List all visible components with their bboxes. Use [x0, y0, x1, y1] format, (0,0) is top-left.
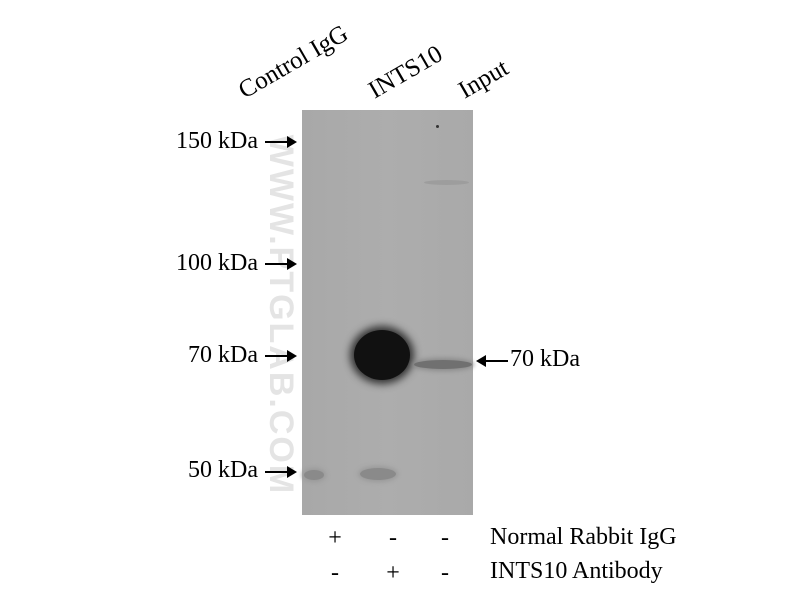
condition-ints10-antibody: INTS10 Antibody [490, 558, 663, 584]
marker-70: 70 kDa [188, 342, 258, 368]
band-control-50 [304, 470, 324, 480]
lane-label-ints10: INTS10 [364, 40, 448, 105]
marker-arrow-icon [265, 350, 297, 362]
sign: + [328, 525, 342, 551]
marker-arrow-icon [265, 136, 297, 148]
lane-label-input: Input [454, 54, 514, 105]
marker-arrow-icon [265, 466, 297, 478]
band-input-70 [414, 360, 472, 369]
sign: - [389, 525, 397, 551]
marker-150: 150 kDa [176, 128, 258, 154]
marker-100: 100 kDa [176, 250, 258, 276]
blot-image [302, 110, 473, 515]
target-arrow-icon [476, 355, 508, 367]
band-ints10-70 [354, 330, 410, 380]
marker-50: 50 kDa [188, 457, 258, 483]
watermark: WWW.PTGLAB.COM [262, 134, 300, 496]
band-ints10-50 [360, 468, 396, 480]
sign: - [441, 560, 449, 586]
sign: - [441, 525, 449, 551]
lane-label-control-igg: Control IgG [234, 19, 353, 105]
marker-arrow-icon [265, 258, 297, 270]
sign: + [386, 560, 400, 586]
target-label: 70 kDa [510, 346, 580, 372]
condition-normal-rabbit-igg: Normal Rabbit IgG [490, 524, 677, 550]
band-input-faint [424, 180, 469, 185]
dust-spot [436, 125, 439, 128]
sign: - [331, 560, 339, 586]
